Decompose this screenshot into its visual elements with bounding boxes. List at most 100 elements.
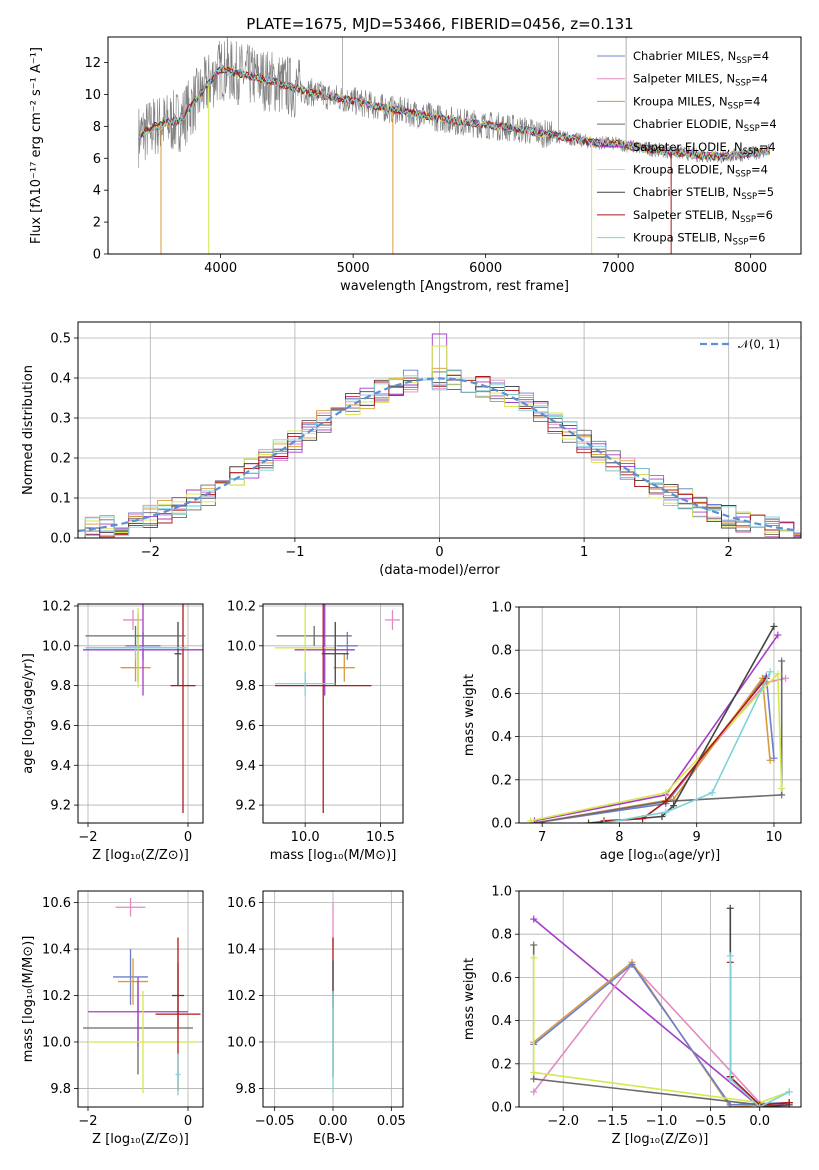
tick-label-y: 2 bbox=[93, 216, 101, 231]
tick-label-y: 9.8 bbox=[50, 679, 71, 694]
legend-entry: Salpeter ELODIE, NSSP=4 bbox=[633, 140, 776, 157]
plot-area-weight-vs-age bbox=[527, 622, 790, 823]
legend-value: =4 bbox=[751, 163, 768, 177]
axes-frame bbox=[518, 890, 802, 1108]
tick-label-x: 0.05 bbox=[377, 1114, 406, 1129]
mass-weight-line bbox=[534, 661, 783, 823]
tick-label-x: −2 bbox=[78, 830, 97, 845]
plot-area-age-vs-mass bbox=[275, 604, 400, 814]
tick-label-y: 10.4 bbox=[42, 943, 71, 958]
legend-entry: Kroupa ELODIE, NSSP=4 bbox=[633, 163, 768, 180]
legend-entry: Salpeter STELIB, NSSP=6 bbox=[633, 208, 773, 225]
figure-title: PLATE=1675, MJD=53466, FIBERID=0456, z=0… bbox=[246, 15, 633, 33]
tick-label-y: 0.0 bbox=[491, 1101, 512, 1116]
tick-label-y: 8 bbox=[93, 120, 101, 135]
tick-label-y: 0.8 bbox=[491, 644, 512, 659]
tick-label-y: 0 bbox=[93, 248, 101, 263]
legend-value: =4 bbox=[751, 72, 768, 86]
tick-label-x: 2 bbox=[725, 545, 733, 560]
legend-subscript: SSP bbox=[736, 56, 752, 66]
mass-weight-line bbox=[533, 963, 790, 1107]
tick-label-x: 0 bbox=[184, 1114, 192, 1129]
residual-histogram-step bbox=[84, 370, 795, 538]
tick-label-y: 10.4 bbox=[227, 943, 256, 958]
legend-subscript: SSP bbox=[744, 124, 760, 134]
panel-residuals: −2 −1 0 1 2 0.0 0.1 0.2 0.3 0.4 0.5 (data-model)/er… bbox=[21, 321, 802, 578]
axes-frame bbox=[262, 603, 404, 824]
tick-label-x: 4000 bbox=[204, 261, 237, 276]
legend-subscript: SSP bbox=[743, 147, 759, 157]
tick-label-y: 10.2 bbox=[42, 989, 71, 1004]
plot-area-weight-vs-Z bbox=[530, 904, 793, 1107]
tick-label-y: 10.2 bbox=[227, 599, 256, 614]
tick-label-y: 0.6 bbox=[491, 971, 512, 986]
tick-label-y: 9.8 bbox=[50, 1082, 71, 1097]
tick-label-x: 0.00 bbox=[319, 1114, 348, 1129]
legend-value: =4 bbox=[759, 140, 776, 154]
residual-histogram-step bbox=[84, 369, 801, 538]
gaussian-reference-curve bbox=[78, 377, 799, 533]
tick-label-y: 10 bbox=[84, 88, 101, 103]
x-axis-label: age [log₁₀(age/yr)] bbox=[600, 848, 721, 863]
tick-label-y: 10.2 bbox=[227, 989, 256, 1004]
panel-mass-vs-Z: −2 0 9.8 10.0 10.2 10.4 10.6 Z [log₁₀(Z/Z⊙)] mas… bbox=[21, 890, 204, 1147]
x-axis-label: Z [log₁₀(Z/Z⊙)] bbox=[92, 1132, 189, 1147]
plot-area-mass-vs-Z bbox=[83, 897, 201, 1096]
tick-label-x: −0.5 bbox=[695, 1114, 727, 1129]
mass-weight-line bbox=[534, 634, 779, 822]
tick-label-x: 10.0 bbox=[291, 830, 320, 845]
tick-label-y: 9.8 bbox=[235, 1082, 256, 1097]
legend-entry: Kroupa MILES, NSSP=4 bbox=[633, 94, 760, 111]
tick-label-y: 10.0 bbox=[227, 1035, 256, 1050]
legend-entry: 𝒩(0, 1) bbox=[738, 337, 780, 351]
y-axis-label: Flux [fλ10⁻¹⁷ erg cm⁻² s⁻¹ A⁻¹] bbox=[29, 47, 44, 244]
tick-label-y: 0.2 bbox=[50, 452, 71, 467]
legend-subscript: SSP bbox=[735, 79, 751, 89]
legend-entry: Chabrier MILES, NSSP=4 bbox=[633, 49, 769, 66]
tick-label-y: 0.3 bbox=[50, 412, 71, 427]
legend-subscript: SSP bbox=[741, 192, 757, 202]
legend-entry: Chabrier ELODIE, NSSP=4 bbox=[633, 117, 777, 134]
legend-subscript: SSP bbox=[728, 101, 744, 111]
tick-label-y: 10.0 bbox=[227, 639, 256, 654]
mass-weight-line bbox=[588, 626, 775, 823]
tick-label-x: −2 bbox=[78, 1114, 97, 1129]
tick-label-y: 10.6 bbox=[42, 896, 71, 911]
y-axis-label: Normed distribution bbox=[21, 365, 36, 495]
tick-label-y: 0.4 bbox=[491, 730, 512, 745]
tick-label-x: 9 bbox=[693, 830, 701, 845]
plots-layer: 4000 5000 6000 7000 8000024681012wavelength … bbox=[21, 36, 802, 1147]
legend-value: =6 bbox=[756, 208, 773, 222]
axes-frame bbox=[107, 36, 802, 255]
tick-label-x: 8000 bbox=[734, 261, 767, 276]
axes-frame bbox=[77, 890, 204, 1108]
panel-weight-vs-Z: −2.0 −1.5 −1.0 −0.5 0.0 0.0 0.2 0.4 0.6 0.8 1.0 Z [… bbox=[462, 885, 802, 1147]
x-axis-label: E(B-V) bbox=[313, 1132, 353, 1147]
x-axis-label: wavelength [Angstrom, rest frame] bbox=[340, 279, 569, 294]
x-axis-label: Z [log₁₀(Z/Z⊙)] bbox=[92, 848, 189, 863]
panel-age-vs-Z: −2 0 9.2 9.4 9.6 9.8 10.0 10.2 Z [log₁₀(Z/Z⊙)] ag… bbox=[21, 599, 204, 863]
axes-frame bbox=[262, 890, 404, 1108]
axes-frame bbox=[77, 603, 204, 824]
legend-value: =6 bbox=[748, 231, 765, 245]
tick-label-y: 0.0 bbox=[491, 817, 512, 832]
tick-label-y: 4 bbox=[93, 184, 101, 199]
legend-value: =5 bbox=[757, 185, 774, 199]
tick-label-x: −0.05 bbox=[255, 1114, 295, 1129]
panel-weight-vs-age: 7 8 9 10 0.0 0.2 0.4 0.6 0.8 1.0 age [log₁₀(age/yr… bbox=[462, 601, 802, 863]
residual-histogram-step bbox=[84, 345, 801, 538]
tick-label-y: 1.0 bbox=[491, 885, 512, 900]
panel-mass-vs-EBV: −0.05 0.00 0.05 9.8 10.0 10.2 10.4 10.6 E(B-V) bbox=[227, 890, 406, 1147]
axes-frame bbox=[77, 321, 802, 539]
y-axis-label: mass weight bbox=[462, 958, 477, 1040]
tick-label-y: 0.2 bbox=[491, 773, 512, 788]
tick-label-x: 0 bbox=[184, 830, 192, 845]
plot-area-age-vs-Z bbox=[83, 604, 203, 814]
residual-histogram-step bbox=[84, 374, 795, 538]
tick-label-y: 10.2 bbox=[42, 599, 71, 614]
tick-label-x: 8 bbox=[615, 830, 623, 845]
tick-label-x: −1.0 bbox=[646, 1114, 678, 1129]
tick-label-x: 0.0 bbox=[749, 1114, 770, 1129]
axes-frame bbox=[518, 606, 802, 824]
y-axis-label: mass [log₁₀(M/M⊙)] bbox=[21, 936, 36, 1063]
